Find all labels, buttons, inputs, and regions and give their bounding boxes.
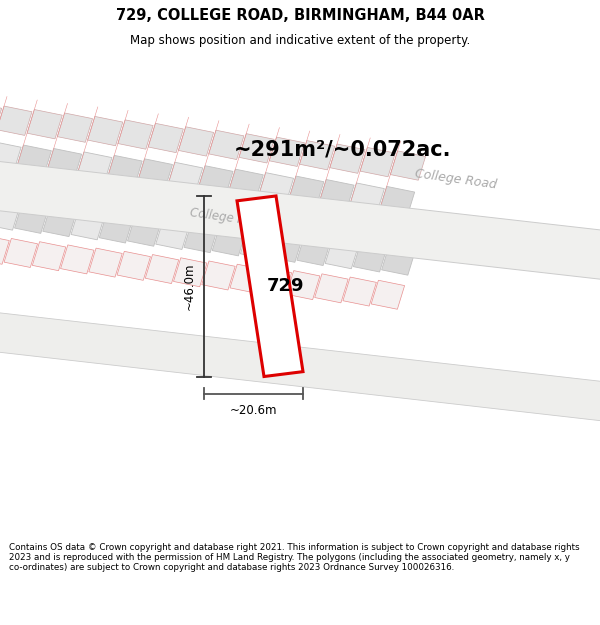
Polygon shape [330, 144, 365, 173]
Polygon shape [164, 162, 203, 204]
Polygon shape [325, 230, 361, 269]
Polygon shape [173, 258, 207, 287]
Text: ~291m²/~0.072ac.: ~291m²/~0.072ac. [233, 139, 451, 159]
Polygon shape [118, 120, 153, 149]
Polygon shape [269, 137, 304, 166]
Polygon shape [286, 271, 320, 299]
Polygon shape [103, 156, 142, 196]
Polygon shape [239, 134, 274, 163]
Polygon shape [43, 198, 79, 237]
Polygon shape [0, 310, 600, 424]
Polygon shape [184, 214, 220, 253]
Polygon shape [0, 142, 21, 182]
Polygon shape [4, 239, 38, 268]
Text: ~46.0m: ~46.0m [182, 262, 196, 310]
Polygon shape [209, 130, 244, 159]
Polygon shape [134, 159, 172, 200]
Polygon shape [360, 148, 395, 177]
Polygon shape [230, 264, 263, 293]
Polygon shape [43, 149, 82, 189]
Polygon shape [0, 102, 2, 132]
Polygon shape [194, 166, 233, 207]
Polygon shape [314, 274, 348, 303]
Polygon shape [202, 261, 235, 290]
Polygon shape [382, 237, 418, 275]
Polygon shape [99, 204, 136, 243]
Polygon shape [148, 123, 184, 152]
Polygon shape [0, 235, 10, 264]
Polygon shape [13, 145, 52, 186]
Polygon shape [285, 176, 324, 217]
Polygon shape [376, 186, 415, 228]
Polygon shape [89, 248, 122, 277]
Polygon shape [0, 159, 600, 282]
Polygon shape [343, 277, 376, 306]
Polygon shape [212, 217, 248, 256]
Text: Contains OS data © Crown copyright and database right 2021. This information is : Contains OS data © Crown copyright and d… [9, 542, 580, 572]
Polygon shape [14, 195, 51, 233]
Polygon shape [27, 109, 62, 139]
Polygon shape [73, 152, 112, 193]
Polygon shape [299, 141, 335, 170]
Polygon shape [61, 245, 94, 274]
Text: College Road: College Road [188, 206, 268, 230]
Polygon shape [0, 106, 32, 136]
Polygon shape [156, 211, 192, 249]
Text: Map shows position and indicative extent of the property.: Map shows position and indicative extent… [130, 34, 470, 47]
Polygon shape [178, 127, 214, 156]
Polygon shape [258, 268, 292, 296]
Polygon shape [237, 196, 303, 376]
Text: 729, COLLEGE ROAD, BIRMINGHAM, B44 0AR: 729, COLLEGE ROAD, BIRMINGHAM, B44 0AR [116, 8, 484, 23]
Text: College Road: College Road [414, 167, 498, 191]
Text: ~20.6m: ~20.6m [230, 404, 277, 417]
Polygon shape [241, 221, 277, 259]
Polygon shape [0, 192, 23, 230]
Polygon shape [353, 234, 390, 272]
Polygon shape [127, 208, 164, 246]
Polygon shape [224, 169, 263, 211]
Polygon shape [346, 183, 385, 224]
Polygon shape [71, 201, 107, 240]
Polygon shape [88, 116, 123, 146]
Text: 729: 729 [266, 278, 304, 295]
Polygon shape [117, 251, 151, 281]
Polygon shape [297, 227, 333, 266]
Polygon shape [371, 280, 404, 309]
Polygon shape [32, 242, 66, 271]
Polygon shape [58, 113, 92, 142]
Polygon shape [145, 254, 179, 284]
Polygon shape [255, 173, 293, 214]
Polygon shape [269, 224, 305, 262]
Polygon shape [315, 179, 354, 221]
Polygon shape [391, 151, 425, 180]
